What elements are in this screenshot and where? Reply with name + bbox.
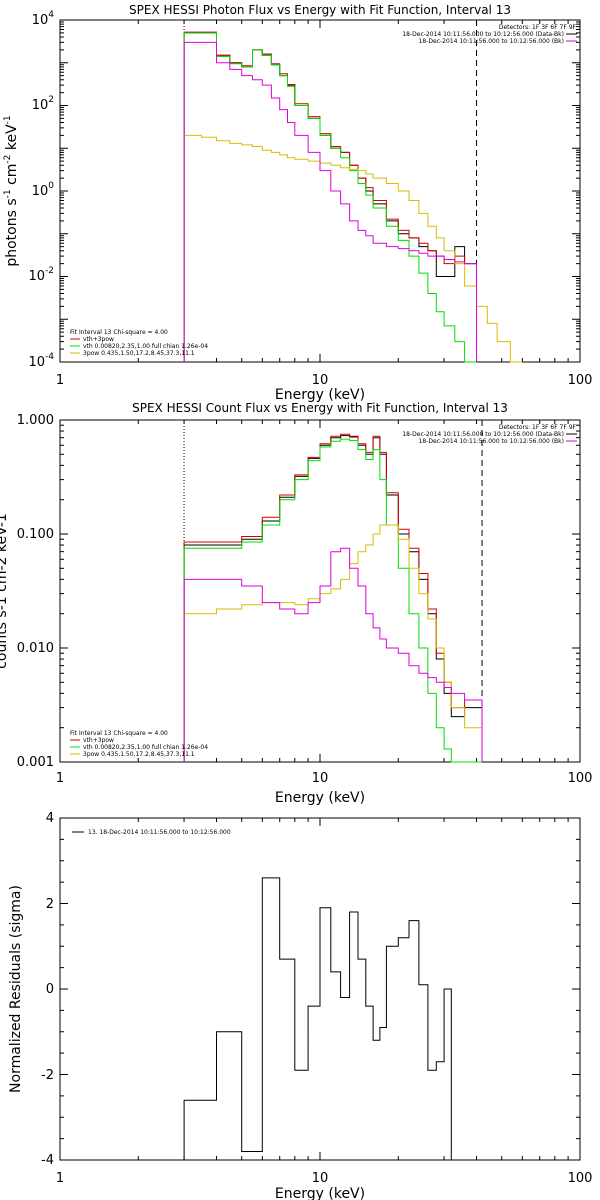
- photon-legend-bk: 18-Dec-2014 10:11:56.000 to 10:12:56.000…: [419, 38, 564, 45]
- resid-xlabel: Energy (keV): [275, 1186, 365, 1200]
- photon-flux-panel: SPEX HESSI Photon Flux vs Energy with Fi…: [3, 3, 592, 403]
- photon-legend-fit-header: Fit Interval 13 Chi-square = 4.00: [70, 329, 168, 336]
- count-ytick-0.001: 0.001: [17, 755, 54, 770]
- count-ytick-0.100: 0.100: [17, 527, 54, 542]
- photon-xtick-1: 1: [56, 373, 64, 388]
- photon-legend-databk: 18-Dec-2014 10:11:56.000 to 10:12:56.000…: [402, 31, 564, 38]
- photon-y-ticks: 10-4 10-2 100 102 104: [28, 10, 54, 370]
- photon-ytick-1e2: 102: [32, 95, 54, 113]
- photon-ytick-1e-4: 10-4: [28, 352, 54, 370]
- photon-legend-detectors: Detectors: 1F 3F 6F 7F 9F: [499, 24, 577, 31]
- count-legend-detectors: Detectors: 1F 3F 6F 7F 9F: [499, 424, 577, 431]
- count-xtick-1: 1: [56, 771, 64, 786]
- series-data-bk: [183, 32, 477, 362]
- count-flux-title: SPEX HESSI Count Flux vs Energy with Fit…: [132, 401, 508, 415]
- series-vth-3pow: [183, 433, 483, 762]
- series-data-bk: [183, 435, 483, 762]
- photon-xlabel: Energy (keV): [275, 387, 365, 403]
- resid-xtick-100: 100: [568, 1171, 593, 1186]
- series-bk: [183, 41, 477, 362]
- residuals-panel: 1 10 100 Energy (keV) -4 -2 0 2 4 Normal…: [8, 811, 592, 1200]
- series-13-18-dec-2014-10-11-56-000-to-10-12-56-000: [183, 877, 452, 1160]
- photon-xtick-10: 10: [312, 373, 329, 388]
- photon-legend-top-right: Detectors: 1F 3F 6F 7F 9F 18-Dec-2014 10…: [402, 24, 577, 45]
- resid-ytick-m4: -4: [41, 1153, 54, 1168]
- count-legend-bottom-left: Fit Interval 13 Chi-square = 4.00 vth+3p…: [70, 730, 208, 758]
- count-legend-databk: 18-Dec-2014 10:11:56.000 to 10:12:56.000…: [402, 431, 564, 438]
- photon-ytick-1e4: 104: [32, 10, 55, 28]
- series-vth: [183, 32, 477, 363]
- count-legend-total: vth+3pow: [83, 737, 114, 744]
- photon-legend-total: vth+3pow: [83, 336, 114, 343]
- count-legend-top-right: Detectors: 1F 3F 6F 7F 9F 18-Dec-2014 10…: [402, 424, 577, 445]
- count-legend-fit-header: Fit Interval 13 Chi-square = 4.00: [70, 730, 168, 737]
- count-xtick-10: 10: [312, 771, 329, 786]
- photon-legend-bottom-left: Fit Interval 13 Chi-square = 4.00 vth+3p…: [70, 329, 208, 357]
- photon-ytick-1e-2: 10-2: [28, 266, 54, 284]
- photon-xtick-100: 100: [568, 373, 593, 388]
- photon-legend-vth: vth 0.00820,2.35,1.00 full chian 1.26e-0…: [83, 343, 208, 350]
- photon-flux-frame: [59, 19, 581, 363]
- series-vth: [183, 438, 482, 763]
- count-legend-bk: 18-Dec-2014 10:11:56.000 to 10:12:56.000…: [419, 438, 564, 445]
- resid-ytick-2: 2: [46, 897, 54, 912]
- resid-ylabel: Normalized Residuals (sigma): [8, 885, 24, 1093]
- series-bk: [183, 547, 483, 762]
- count-legend-vth: vth 0.00820,2.35,1.00 full chian 1.26e-0…: [83, 744, 208, 751]
- photon-flux-title: SPEX HESSI Photon Flux vs Energy with Fi…: [129, 3, 511, 17]
- resid-ytick-m2: -2: [41, 1068, 54, 1083]
- count-ylabel: counts s-1 cm-2 keV-1: [0, 513, 10, 669]
- resid-ytick-4: 4: [46, 811, 54, 826]
- resid-xtick-10: 10: [312, 1171, 329, 1186]
- series-3pow: [183, 134, 523, 363]
- resid-xtick-1: 1: [56, 1171, 64, 1186]
- count-xlabel: Energy (keV): [275, 790, 365, 806]
- series-vth-3pow: [183, 31, 477, 362]
- count-xtick-100: 100: [568, 771, 593, 786]
- series-3pow: [183, 524, 483, 762]
- count-ytick-0.010: 0.010: [17, 641, 54, 656]
- photon-ylabel: photons s-1 cm-2 keV-1: [3, 115, 20, 266]
- resid-ytick-0: 0: [46, 982, 54, 997]
- photon-ytick-1e0: 100: [32, 181, 55, 199]
- photon-legend-3pow: 3pow 0.435,1.50,17.2,8.45,37.3,11.1: [83, 350, 195, 357]
- count-legend-3pow: 3pow 0.435,1.50,17.2,8.45,37.3,11.1: [83, 751, 195, 758]
- count-flux-panel: SPEX HESSI Count Flux vs Energy with Fit…: [0, 401, 592, 806]
- resid-legend: 13. 18-Dec-2014 10:11:56.000 to 10:12:56…: [88, 829, 231, 836]
- count-ytick-1.000: 1.000: [17, 413, 54, 428]
